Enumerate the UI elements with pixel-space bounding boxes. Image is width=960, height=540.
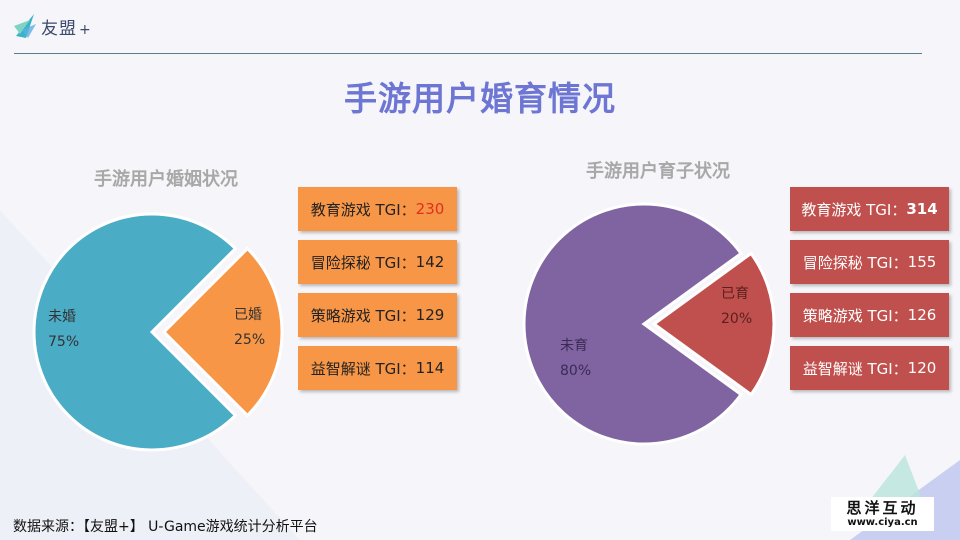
umeng-leaf-icon [14,14,36,38]
pie-value-1-1: 20% [721,311,752,327]
pie-slice-0-0 [32,212,238,452]
pie-slice-0-1 [161,246,284,418]
watermark-main: 思洋互动 [846,499,919,517]
data-source-footer: 数据来源：【友盟+】 U-Game游戏统计分析平台 [13,519,318,535]
watermark-url: www.ciya.cn [847,517,918,528]
pie-slice-1-0 [522,202,744,446]
parent-tgi-adventure: 冒险探秘 TGI： 155 [790,240,949,284]
brand-logo: 友盟 + [12,12,92,40]
pie-label-1-1: 已育 [721,286,749,302]
marriage-chart-title: 手游用户婚姻状况 [94,169,238,190]
pie-label-0-0: 未婚 [48,309,76,325]
pie-value-0-0: 75% [48,334,79,350]
pie-value-0-1: 25% [234,332,265,348]
married-tgi-strategy: 策略游戏 TGI： 129 [298,293,457,337]
parent-tgi-strategy: 策略游戏 TGI： 126 [790,293,949,337]
pie-label-0-1: 已婚 [234,307,262,323]
parenting-chart-title: 手游用户育子状况 [586,161,730,182]
married-tgi-adventure: 冒险探秘 TGI： 142 [298,240,457,284]
pie-label-1-0: 未育 [560,338,588,354]
header-divider [14,53,922,54]
watermark-stamp: 思洋互动 www.ciya.cn [831,497,934,531]
pie-value-1-0: 80% [560,363,591,379]
page-title: 手游用户婚育情况 [344,79,616,118]
parent-tgi-puzzle: 益智解谜 TGI： 120 [790,346,949,390]
parent-tgi-education: 教育游戏 TGI： 314 [790,187,949,231]
married-tgi-puzzle: 益智解谜 TGI： 114 [298,346,457,390]
logo-text: 友盟 + [41,18,92,39]
pie-slice-1-1 [651,251,776,397]
married-tgi-education: 教育游戏 TGI： 230 [298,187,457,231]
